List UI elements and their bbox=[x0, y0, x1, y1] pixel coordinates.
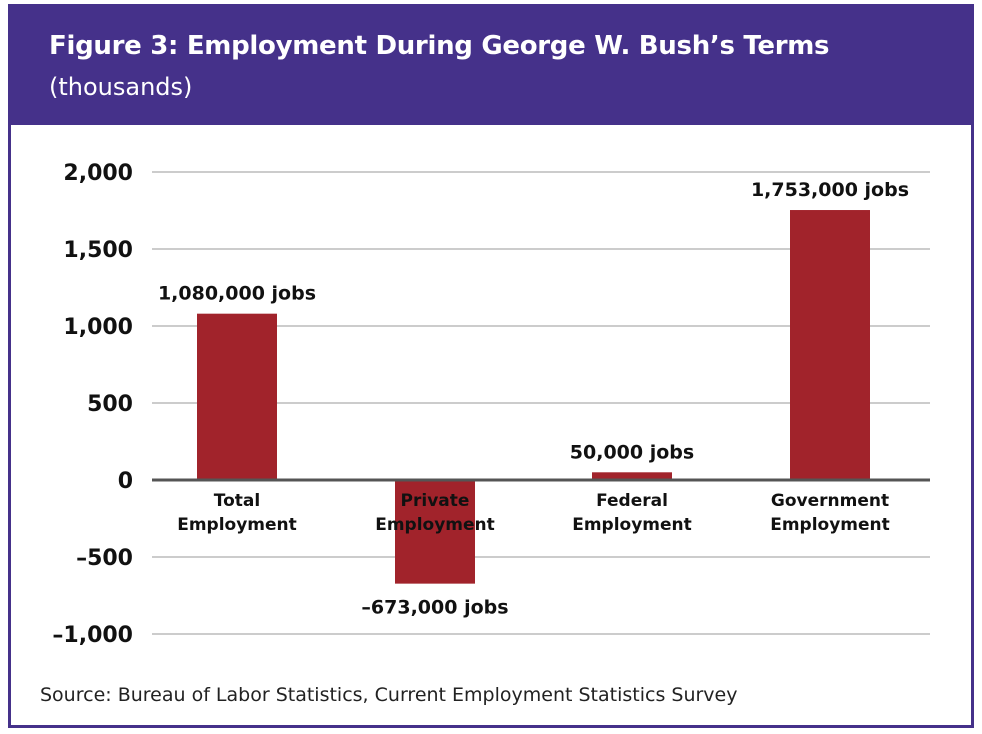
y-tick-label: 1,500 bbox=[63, 238, 133, 263]
category-label: Government bbox=[771, 491, 889, 511]
bar bbox=[197, 313, 277, 480]
data-label: 50,000 jobs bbox=[570, 441, 694, 463]
category-label: Federal bbox=[596, 491, 668, 511]
data-label: 1,753,000 jobs bbox=[751, 179, 909, 201]
bar bbox=[592, 472, 672, 480]
data-label: –673,000 jobs bbox=[361, 597, 508, 619]
figure-header: Figure 3: Employment During George W. Bu… bbox=[11, 7, 971, 125]
category-label: Employment bbox=[375, 515, 495, 535]
y-tick-label: 2,000 bbox=[63, 161, 133, 186]
bar bbox=[790, 210, 870, 480]
bars bbox=[197, 210, 870, 584]
figure-title: Figure 3: Employment During George W. Bu… bbox=[49, 31, 830, 61]
y-tick-label: 0 bbox=[118, 469, 133, 494]
labels: 2,000 1,500 1,000 500 0 –500 –1,000 1,080,000 j… bbox=[52, 161, 909, 648]
source-note: Source: Bureau of Labor Statistics, Curr… bbox=[40, 684, 738, 706]
category-label: Total bbox=[214, 491, 260, 511]
category-label: Employment bbox=[770, 515, 890, 535]
y-tick-label: –500 bbox=[76, 546, 133, 571]
y-tick-label: 1,000 bbox=[63, 315, 133, 340]
data-label: 1,080,000 jobs bbox=[158, 283, 316, 305]
bar bbox=[395, 480, 475, 584]
y-tick-label: –1,000 bbox=[52, 623, 133, 648]
category-label: Employment bbox=[177, 515, 297, 535]
category-label: Employment bbox=[572, 515, 692, 535]
y-tick-label: 500 bbox=[87, 392, 133, 417]
category-label: Private bbox=[401, 491, 470, 511]
figure-subtitle: (thousands) bbox=[49, 73, 193, 101]
